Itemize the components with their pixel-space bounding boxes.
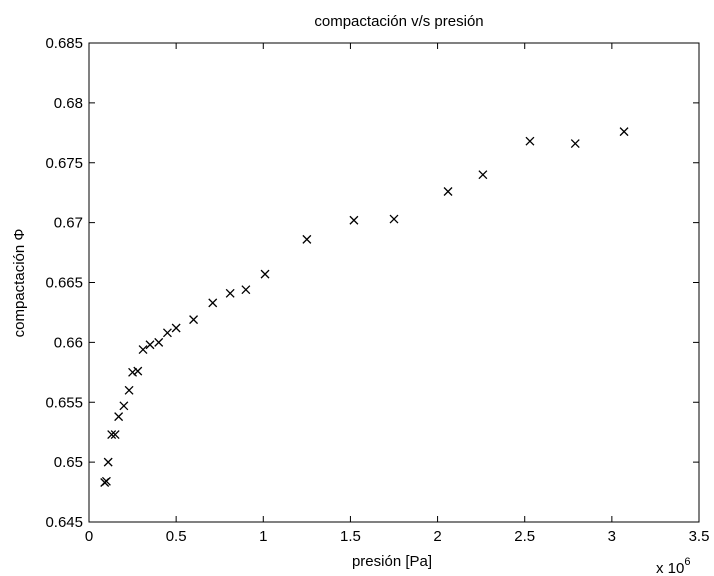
y-tick-label: 0.655 bbox=[45, 394, 83, 411]
data-point-marker bbox=[124, 385, 134, 395]
x-tick-label: 1 bbox=[259, 528, 267, 545]
data-point-marker bbox=[107, 430, 117, 440]
data-point-marker bbox=[302, 234, 312, 244]
data-point-marker bbox=[154, 337, 164, 347]
data-point-marker bbox=[189, 315, 199, 325]
data-point-marker bbox=[443, 187, 453, 196]
data-point-marker bbox=[619, 127, 629, 137]
data-point-marker bbox=[128, 367, 138, 377]
data-point-marker bbox=[145, 340, 155, 350]
data-point-marker bbox=[389, 214, 399, 224]
data-point-marker bbox=[110, 430, 120, 440]
y-tick-label: 0.67 bbox=[54, 215, 83, 232]
x-axis-multiplier: x 106 bbox=[656, 556, 690, 576]
data-point-marker bbox=[114, 412, 124, 422]
data-point-marker bbox=[162, 328, 172, 338]
data-point-marker bbox=[208, 298, 218, 308]
data-point-marker bbox=[225, 288, 235, 298]
data-point-marker bbox=[478, 170, 488, 180]
data-point-marker bbox=[138, 345, 148, 355]
x-axis-multiplier-exponent: 6 bbox=[684, 556, 690, 568]
data-point-marker bbox=[119, 401, 129, 411]
y-tick-label: 0.675 bbox=[45, 155, 83, 172]
data-point-marker bbox=[133, 366, 143, 376]
x-tick-label: 2.5 bbox=[514, 528, 535, 545]
data-point-marker bbox=[349, 215, 359, 225]
x-axis-multiplier-base: x 10 bbox=[656, 560, 684, 576]
data-point-marker bbox=[570, 139, 580, 149]
y-tick-label: 0.685 bbox=[45, 35, 83, 52]
y-tick-label: 0.65 bbox=[54, 454, 83, 471]
plot-area bbox=[88, 42, 700, 523]
y-tick-label: 0.66 bbox=[54, 334, 83, 351]
data-point-marker bbox=[171, 323, 181, 333]
x-tick-label: 1.5 bbox=[340, 528, 361, 545]
y-axis-label: compactación Φ bbox=[11, 229, 28, 338]
y-tick-label: 0.665 bbox=[45, 275, 83, 292]
y-tick-label: 0.68 bbox=[54, 95, 83, 112]
y-axis-ticks: 0.645 0.65 0.655 0.66 0.665 0.67 0.675 0.68 0.68… bbox=[45, 35, 699, 531]
data-point-marker bbox=[103, 457, 113, 467]
x-tick-label: 2 bbox=[433, 528, 441, 545]
data-points bbox=[100, 127, 629, 487]
data-point-marker bbox=[241, 285, 251, 295]
data-point-marker bbox=[525, 136, 535, 146]
data-point-marker bbox=[260, 269, 270, 279]
x-tick-label: 3 bbox=[608, 528, 616, 545]
x-tick-label: 0.5 bbox=[166, 528, 187, 545]
chart-title: compactación v/s presión bbox=[314, 13, 483, 30]
data-point-marker bbox=[101, 476, 111, 486]
x-axis-label: presión [Pa] bbox=[352, 553, 432, 570]
x-axis-ticks: 0 0.5 1 1.5 2 2.5 3 3.5 bbox=[85, 43, 710, 545]
x-tick-label: 3.5 bbox=[689, 528, 710, 545]
x-tick-label: 0 bbox=[85, 528, 93, 545]
y-tick-label: 0.645 bbox=[45, 514, 83, 531]
